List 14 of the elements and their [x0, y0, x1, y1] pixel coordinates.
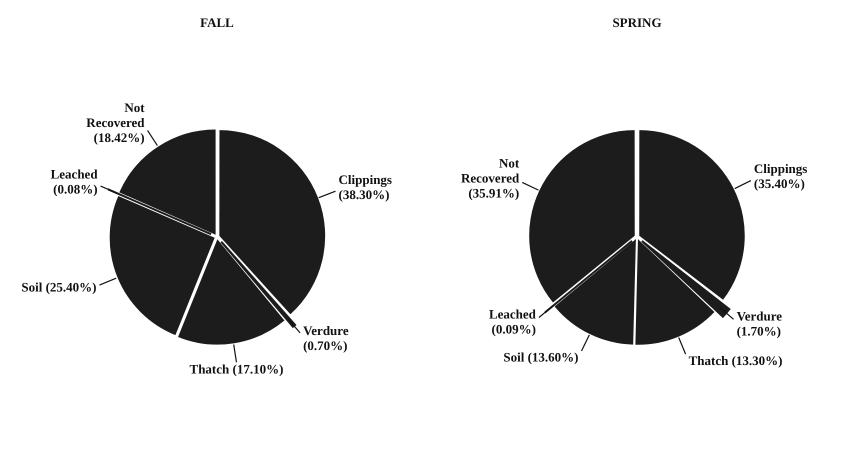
slice-label: Thatch (13.30%) — [688, 352, 782, 368]
slice-label: Soil (25.40%) — [21, 279, 97, 294]
slice-label: Thatch (17.10%) — [190, 362, 284, 377]
slice-label: Clippings (38.30%) — [338, 172, 392, 202]
slice-label: Soil (13.60%) — [503, 350, 578, 365]
chart-title: FALL — [200, 15, 234, 30]
slice-label: Verdure (0.70%) — [303, 322, 349, 353]
slice-label: Leached (0.09%) — [488, 306, 537, 336]
slice-label: Clippings (35.40%) — [754, 160, 808, 191]
chart-title: SPRING — [612, 15, 662, 30]
slice-label: Not Recovered (18.42%) — [86, 100, 146, 146]
slice-label: Leached (0.08%) — [50, 166, 98, 197]
slice-label: Verdure (1.70%) — [736, 308, 782, 338]
slice-label: Not Recovered (35.91%) — [461, 155, 520, 200]
